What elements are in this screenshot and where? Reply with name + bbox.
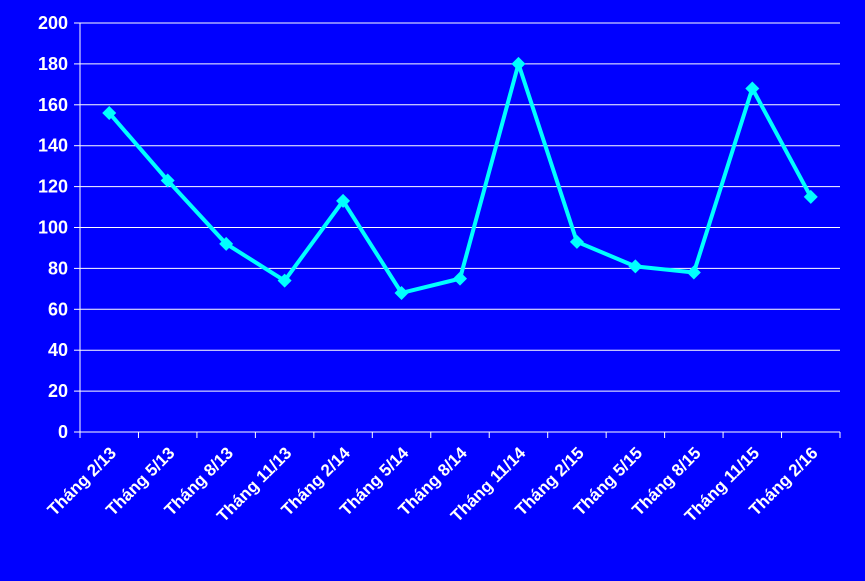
data-point-marker [453,271,467,286]
data-point-marker [628,259,643,274]
data-point-marker [686,265,701,280]
data-point-marker [219,236,234,251]
data-point-marker [102,105,117,120]
data-point-marker [277,273,292,288]
data-point-marker [394,285,409,300]
y-tick-labels: 0 20 40 60 80 100 120 140 160 180 200 [38,13,68,442]
data-point-marker [336,193,351,208]
y-tick-label: 200 [38,13,68,33]
axes [74,22,841,438]
y-tick-label: 0 [58,422,68,442]
y-tick-label: 20 [48,381,68,401]
data-point-marker [160,173,175,188]
y-tick-label: 60 [48,299,68,319]
data-point-marker [745,81,760,96]
data-point-marker [569,234,584,249]
gridlines [80,22,840,392]
y-tick-label: 160 [38,95,68,115]
series [102,56,818,300]
y-tick-label: 40 [48,340,68,360]
y-tick-label: 140 [38,136,68,156]
y-tick-label: 80 [48,258,68,278]
series-line [107,61,813,295]
data-point-marker [803,189,818,204]
y-tick-label: 100 [38,218,68,238]
data-point-marker [511,56,526,71]
y-tick-label: 120 [38,177,68,197]
y-tick-label: 180 [38,54,68,74]
